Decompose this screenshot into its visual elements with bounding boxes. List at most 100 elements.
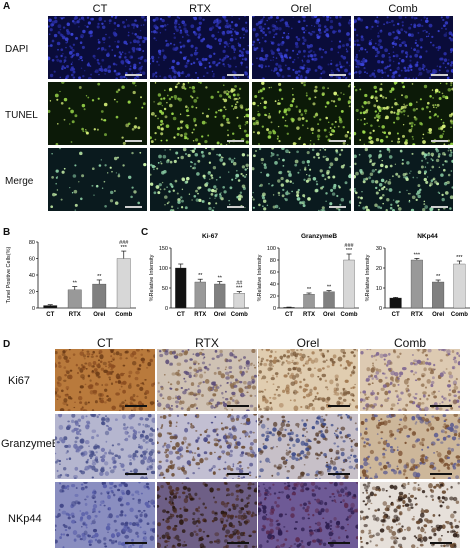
scale-bar [227, 74, 244, 76]
ihc-image-ki67-orel [258, 349, 358, 411]
significance-marker: ** [436, 274, 441, 280]
ihc-image-nkp44-ct [55, 482, 155, 548]
fluorescence-image-dapi-ct [48, 16, 147, 79]
y-tick-label: 40 [270, 282, 276, 288]
y-tick-label: 80 [29, 240, 35, 246]
panel-a-col-ct: CT [92, 3, 108, 15]
fluorescence-image-tunel-comb [354, 82, 453, 145]
scale-bar [125, 542, 147, 544]
y-tick-label: 60 [270, 270, 276, 276]
scale-bar [125, 206, 142, 208]
panel-d-label: D [3, 339, 11, 350]
bar-ct [175, 267, 187, 309]
panel-b-label: B [3, 227, 11, 238]
significance-marker: ### [119, 240, 129, 246]
bar-ct [283, 307, 295, 309]
scale-bar [329, 140, 346, 142]
y-axis-label: %Relative Intensity [149, 254, 155, 301]
scale-bar [431, 206, 448, 208]
x-tick-label: CT [46, 312, 54, 318]
x-tick-label: CT [392, 312, 400, 318]
bar-comb [116, 258, 131, 309]
y-tick-label: 60 [29, 256, 35, 262]
fluorescence-image-tunel-orel [252, 82, 351, 145]
nkp44-intensity-chart: NKp44 %Relative Intensity 0 10 20 30 CT RTX *** O… [365, 233, 470, 318]
x-tick-label: RTX [411, 312, 423, 318]
y-axis-label: %Relative Intensity [365, 254, 371, 301]
panel-d-col-comb: Comb [393, 336, 426, 350]
ihc-image-ki67-rtx [157, 349, 257, 411]
y-tick-label: 20 [376, 266, 382, 272]
scale-bar [125, 405, 147, 407]
significance-marker: ** [327, 285, 332, 291]
panel-a-row-dapi: DAPI [5, 44, 29, 55]
fluorescence-image-dapi-comb [354, 16, 453, 79]
ihc-image-granzymeb-rtx [157, 414, 257, 479]
scale-bar [329, 74, 346, 76]
scale-bar [329, 206, 346, 208]
scale-bar [227, 473, 249, 475]
y-tick-label: 10 [376, 286, 382, 292]
ihc-image-nkp44-rtx [157, 482, 257, 548]
scale-bar [328, 405, 350, 407]
fluorescence-image-merge-ct [48, 148, 147, 211]
y-tick-label: 0 [32, 306, 35, 312]
significance-marker: ** [307, 287, 312, 293]
bar-orel [92, 283, 107, 309]
fluorescence-image-tunel-ct [48, 82, 147, 145]
bar-comb [453, 263, 466, 309]
ki67-intensity-chart: Ki-67 %Relative Intensity 0 50 100 150 CT RTX **… [149, 233, 249, 318]
bar-comb [233, 293, 245, 309]
chart-title: Ki-67 [202, 233, 218, 240]
bar-rtx [194, 281, 206, 309]
granzymeb-intensity-chart: GranzymeB %Relative Intensity 0 20 40 60 80 100… [257, 233, 359, 318]
significance-marker: ** [198, 273, 203, 279]
panel-d-row-granzymeb: GranzymeB [1, 438, 60, 450]
ihc-image-granzymeb-comb [360, 414, 460, 479]
panel-a-row-tunel: TUNEL [5, 110, 38, 121]
ihc-image-nkp44-orel [258, 482, 358, 548]
x-tick-label: Comb [341, 312, 358, 318]
scale-bar [430, 542, 452, 544]
y-tick-label: 20 [270, 294, 276, 300]
ihc-image-granzymeb-orel [258, 414, 358, 479]
x-tick-label: Comb [451, 312, 468, 318]
x-tick-label: Comb [115, 312, 132, 318]
x-tick-label: CT [177, 312, 185, 318]
bar-orel [323, 291, 335, 309]
fluorescence-image-merge-rtx [150, 148, 249, 211]
y-tick-label: 150 [159, 246, 168, 252]
bar-ct [43, 305, 58, 309]
significance-marker: *** [121, 245, 128, 251]
scale-bar [125, 473, 147, 475]
ihc-image-nkp44-comb [360, 482, 460, 548]
y-axis-label: %Relative Intensity [257, 254, 263, 301]
x-tick-label: RTX [303, 312, 315, 318]
x-tick-label: Comb [231, 312, 248, 318]
y-tick-label: 20 [29, 289, 35, 295]
bar-rtx [410, 259, 423, 309]
significance-marker: ### [344, 243, 354, 249]
significance-marker: ** [218, 276, 223, 282]
significance-marker: *** [236, 286, 243, 292]
panel-d-row-ki67: Ki67 [8, 375, 31, 387]
panel-d-row-nkp44: NKp44 [8, 513, 42, 525]
y-tick-label: 0 [165, 306, 168, 312]
scale-bar [227, 405, 249, 407]
y-tick-label: 0 [379, 306, 382, 312]
x-tick-label: Orel [323, 312, 335, 318]
panel-d-col-orel: Orel [296, 336, 320, 350]
tunel-positive-chart: Tunel Positive Cells(%) 0 20 40 60 80 CT RTX ** O… [6, 240, 136, 318]
x-tick-label: RTX [194, 312, 206, 318]
fluorescence-image-merge-orel [252, 148, 351, 211]
scale-bar [431, 74, 448, 76]
bar-rtx [67, 289, 82, 309]
fluorescence-image-merge-comb [354, 148, 453, 211]
x-tick-label: CT [285, 312, 293, 318]
ihc-image-granzymeb-ct [55, 414, 155, 479]
panel-a-label: A [3, 1, 11, 12]
bar-comb [343, 259, 355, 309]
x-tick-label: RTX [69, 312, 81, 318]
x-tick-label: Orel [93, 312, 105, 318]
x-tick-label: Orel [432, 312, 444, 318]
